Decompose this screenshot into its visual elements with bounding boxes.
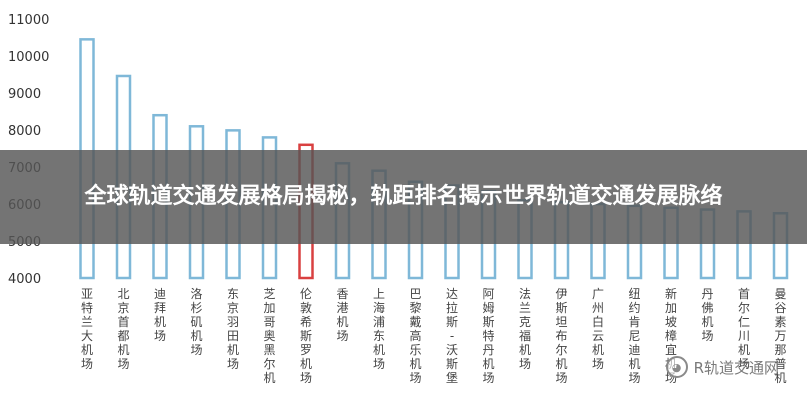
article-title: 全球轨道交通发展格局揭秘，轨距排名揭示世界轨道交通发展脉络 <box>84 184 723 209</box>
x-tick-label: 北京首都机场 <box>117 287 129 371</box>
y-tick-label: 11000 <box>8 13 49 28</box>
x-tick-label: 曼谷素万那普机 <box>774 287 786 385</box>
y-tick-label: 8000 <box>8 124 41 139</box>
x-tick-label: 东京羽田机场 <box>227 287 239 371</box>
x-tick-label: 达拉斯-沃斯堡 <box>446 287 458 385</box>
x-tick-label: 巴黎戴高乐机场 <box>409 287 421 385</box>
wechat-icon: ◕ <box>665 356 688 378</box>
y-tick-label: 9000 <box>8 87 41 102</box>
x-tick-label: 丹佛机场 <box>701 287 713 343</box>
x-tick-label: 上海浦东机场 <box>373 287 385 371</box>
y-tick-label: 10000 <box>8 50 49 65</box>
x-tick-label: 伦敦希斯罗机场 <box>300 286 312 385</box>
watermark-text: R轨道交通网 <box>693 358 779 377</box>
x-tick-label: 亚特兰大机场 <box>81 287 93 371</box>
x-tick-label: 阿姆斯特丹机场 <box>482 287 494 385</box>
x-tick-label: 迪拜机场 <box>154 287 166 343</box>
x-tick-label: 香港机场 <box>336 287 348 343</box>
x-tick-label: 广州白云机场 <box>592 287 604 371</box>
x-tick-label: 芝加哥奥黑尔机 <box>263 286 275 385</box>
x-tick-label: 洛杉矶机场 <box>190 286 202 357</box>
x-axis-labels: 亚特兰大机场 北京首都机场 迪拜机场 洛杉矶机场 东京羽田机场 芝加哥奥黑尔机 伦敦希斯罗机… <box>81 286 787 385</box>
x-tick-label: 伊斯坦布尔机场 <box>555 287 567 385</box>
y-tick-label: 4000 <box>8 272 41 287</box>
x-tick-label: 首尔仁川机场 <box>738 287 750 371</box>
x-tick-label: 法兰克福机场 <box>519 287 531 371</box>
x-tick-label: 纽约肯尼迪机场 <box>628 287 640 385</box>
watermark: ◕ R轨道交通网 <box>665 356 779 378</box>
title-overlay: 全球轨道交通发展格局揭秘，轨距排名揭示世界轨道交通发展脉络 <box>0 150 807 244</box>
